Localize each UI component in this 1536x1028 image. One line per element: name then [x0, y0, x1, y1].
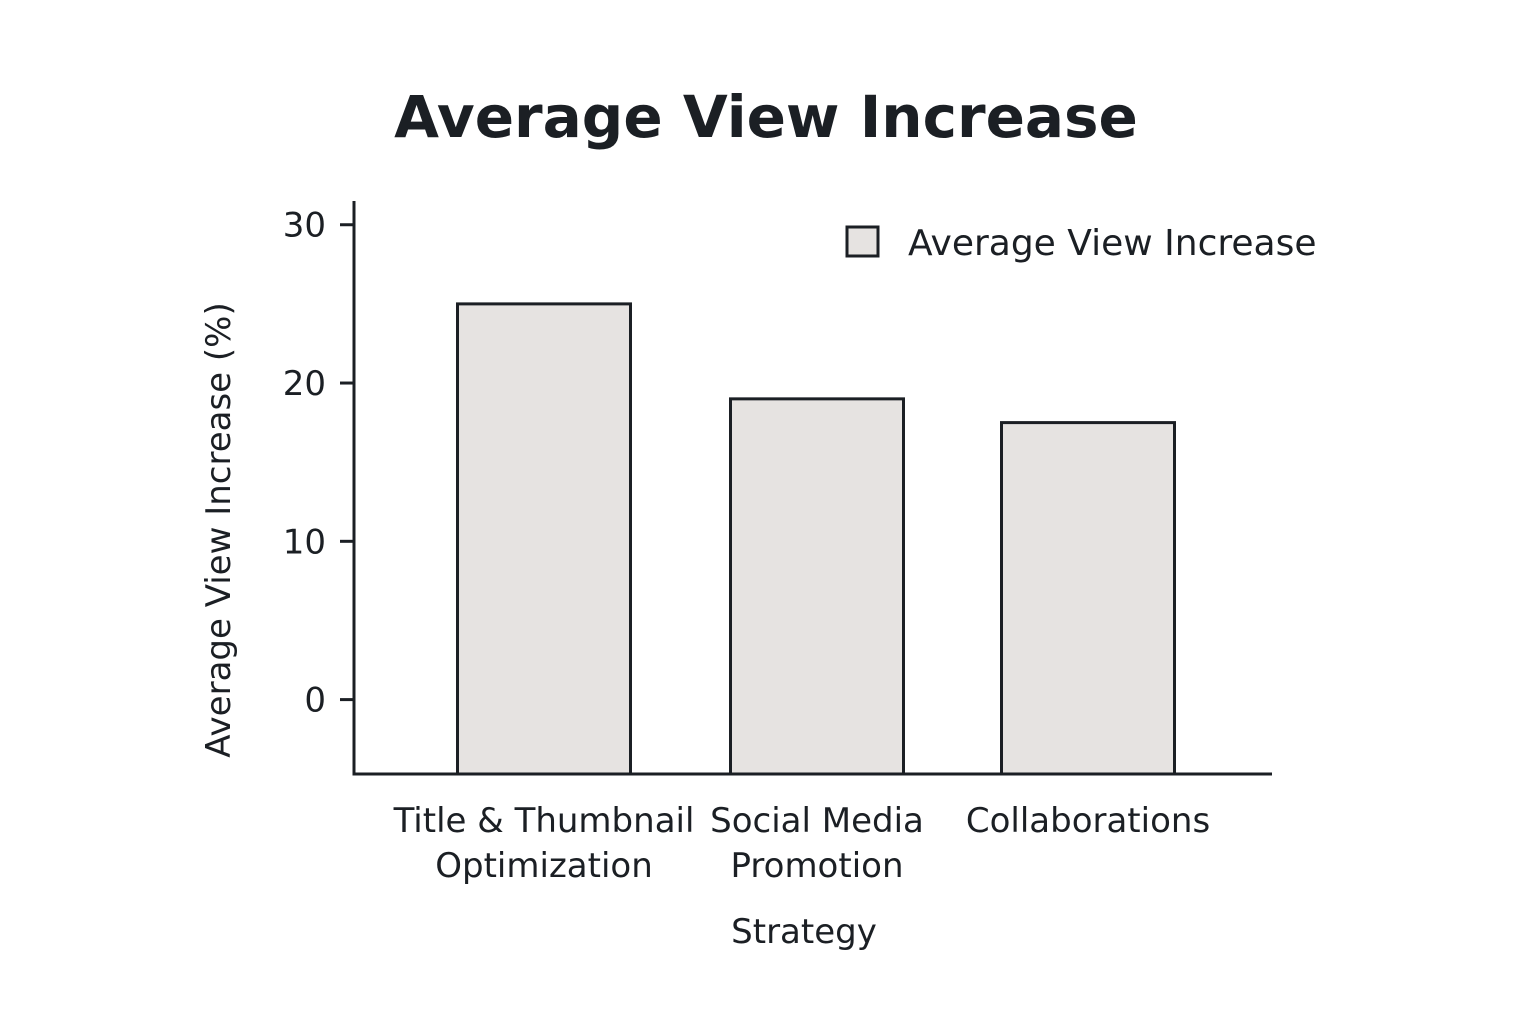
- x-tick-label: Social Media Promotion: [710, 801, 924, 886]
- legend: Average View Increase: [845, 223, 1317, 264]
- bars: [456, 302, 1176, 776]
- x-axis-label: Strategy: [731, 912, 877, 952]
- x-tick-label: Collaborations: [966, 801, 1210, 841]
- y-tick-label: 0: [304, 681, 326, 721]
- legend-swatch: [845, 225, 880, 258]
- legend-label: Average View Increase: [908, 223, 1317, 264]
- x-tick-label: Title & Thumbnail Optimization: [393, 801, 695, 886]
- y-ticks: 0 10 20 30: [283, 206, 354, 721]
- y-axis-label-group: Average View Increase (%): [199, 302, 239, 757]
- y-tick-label: 30: [283, 206, 326, 246]
- bar: [456, 302, 632, 776]
- y-axis-label: Average View Increase (%): [199, 302, 239, 757]
- bar: [1000, 421, 1176, 776]
- y-tick-label: 20: [283, 364, 326, 404]
- chart-title: Average View Increase: [394, 83, 1138, 151]
- bar: [729, 397, 905, 776]
- y-tick-label: 10: [283, 522, 326, 562]
